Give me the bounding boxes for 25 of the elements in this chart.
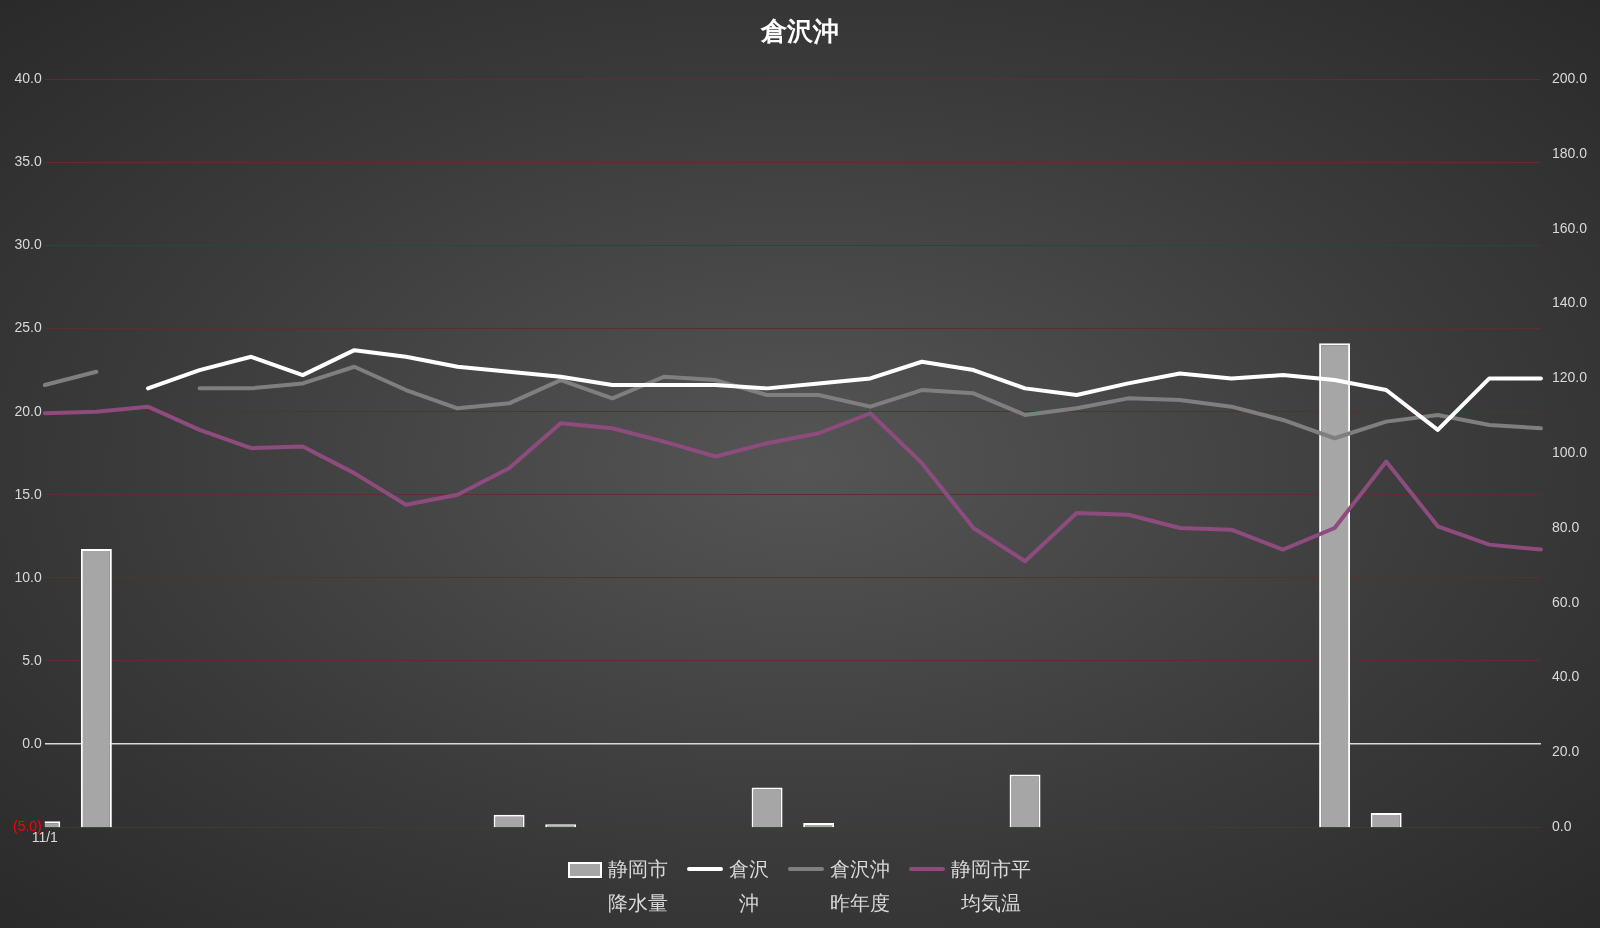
y2-tick-label: 160.0	[1551, 219, 1588, 236]
y2-tick-label: 80.0	[1551, 518, 1580, 535]
legend-label: 倉沢沖昨年度	[828, 856, 891, 917]
y2-tick-label: 40.0	[1551, 668, 1580, 685]
legend-label: 静岡市平均気温	[949, 856, 1032, 917]
y2-tick-label: 0.0	[1551, 818, 1572, 835]
chart-title: 倉沢沖	[760, 16, 839, 47]
y2-tick-label: 140.0	[1551, 294, 1588, 311]
y2-tick-label: 120.0	[1551, 369, 1588, 386]
y-tick-label: 5.0	[22, 651, 42, 668]
y2-tick-label: 200.0	[1551, 70, 1588, 87]
y2-tick-label: 100.0	[1551, 444, 1588, 461]
y-tick-label: 40.0	[14, 70, 42, 87]
y2-tick-label: 20.0	[1551, 743, 1580, 760]
y2-tick-label: 180.0	[1551, 144, 1588, 161]
y2-tick-label: 60.0	[1551, 593, 1580, 610]
y-tick-label: 30.0	[14, 236, 42, 253]
legend-label: 倉沢沖	[727, 856, 770, 917]
y-tick-label: 20.0	[14, 402, 42, 419]
y-tick-label: 10.0	[14, 568, 42, 585]
y-tick-label: 35.0	[14, 153, 42, 170]
y-tick-label: 0.0	[22, 734, 42, 751]
y-tick-label: 15.0	[14, 485, 42, 502]
y-tick-label: 25.0	[14, 319, 42, 336]
legend-label: 静岡市降水量	[606, 856, 669, 917]
